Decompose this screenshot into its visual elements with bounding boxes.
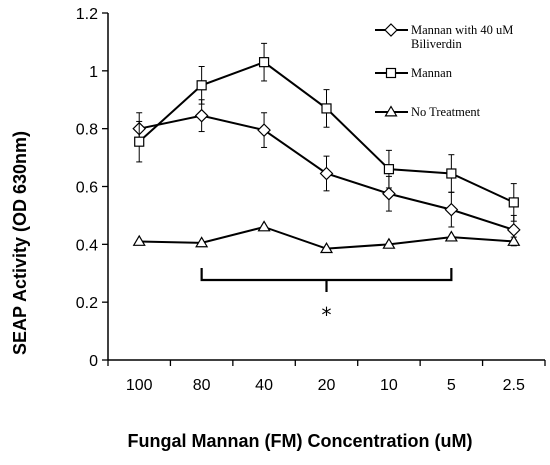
y-tick-label: 0.6 xyxy=(76,180,98,197)
square-marker xyxy=(196,80,207,91)
legend-label: Mannan xyxy=(411,66,453,80)
legend-label: Mannan with 40 uM xyxy=(411,23,513,37)
legend-diamond-marker xyxy=(384,23,398,37)
annotation-layer: * xyxy=(200,268,453,327)
square-marker xyxy=(258,57,270,68)
triangle-marker xyxy=(507,234,521,246)
y-tick-label: 0.8 xyxy=(76,122,98,139)
y-axis-title: SEAP Activity (OD 630nm) xyxy=(10,131,30,355)
triangle-marker xyxy=(444,230,458,242)
triangle-marker xyxy=(319,241,334,254)
diamond-marker xyxy=(382,186,396,201)
y-tick-label: 1 xyxy=(89,64,98,81)
y-tick-label: 0.2 xyxy=(76,295,98,312)
diamond-marker xyxy=(194,108,209,123)
legend-entry: Mannan xyxy=(375,66,453,80)
x-tick-label: 100 xyxy=(126,377,153,394)
square-marker xyxy=(446,168,457,179)
y-ticks: 0 0.2 0.4 0.6 0.8 1 1.2 xyxy=(76,6,108,370)
x-tick-label: 20 xyxy=(318,377,336,394)
y-tick-label: 0 xyxy=(89,353,98,370)
legend-square-marker xyxy=(385,67,397,79)
y-tick-label: 1.2 xyxy=(76,6,98,23)
square-marker xyxy=(508,197,519,208)
series-layer xyxy=(132,42,521,254)
legend-triangle-marker xyxy=(384,105,398,117)
series-square xyxy=(134,42,519,222)
significance-bracket xyxy=(200,268,453,292)
square-marker xyxy=(321,103,332,114)
legend-label: No Treatment xyxy=(411,105,481,119)
legend-label: Biliverdin xyxy=(411,37,462,51)
significance-asterisk: * xyxy=(322,303,332,327)
x-tick-label: 40 xyxy=(255,377,273,394)
square-marker xyxy=(383,164,395,175)
diamond-marker xyxy=(257,123,271,137)
legend-entry: No Treatment xyxy=(375,105,481,119)
square-marker xyxy=(134,136,145,147)
x-tick-label: 2.5 xyxy=(503,377,525,394)
x-ticks: 100 80 40 20 10 5 2.5 xyxy=(107,360,546,394)
triangle-marker xyxy=(132,234,146,246)
x-tick-label: 80 xyxy=(193,377,211,394)
x-tick-label: 10 xyxy=(380,377,398,394)
triangle-marker xyxy=(382,237,396,249)
diamond-marker xyxy=(444,202,459,217)
x-tick-label: 5 xyxy=(447,377,456,394)
y-tick-label: 0.4 xyxy=(76,237,98,254)
diamond-marker xyxy=(506,223,521,237)
x-axis-title: Fungal Mannan (FM) Concentration (uM) xyxy=(128,431,473,451)
diamond-marker xyxy=(319,166,334,181)
triangle-marker xyxy=(195,236,209,248)
triangle-marker xyxy=(257,220,271,232)
series-triangle xyxy=(132,220,521,254)
